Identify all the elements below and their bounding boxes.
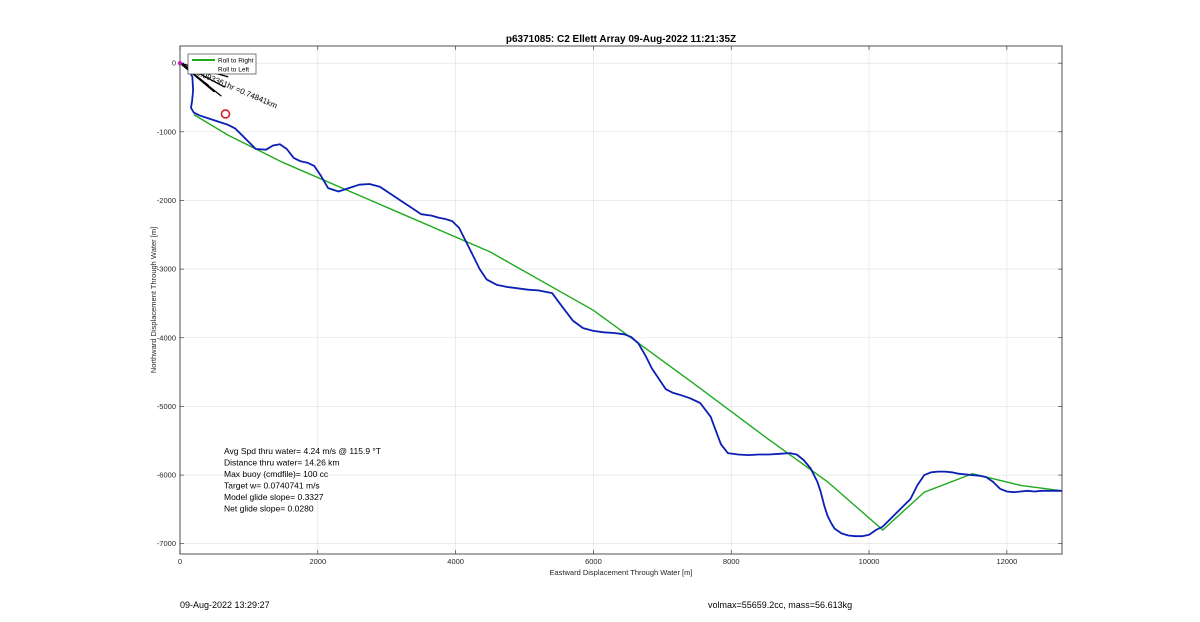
y-tick-label: -5000 — [157, 402, 176, 411]
stats-line: Net glide slope= 0.0280 — [224, 504, 314, 514]
x-tick-label: 4000 — [447, 557, 464, 566]
axis-ticks: 0 2000 4000 6000 8000 10000 12000 0 -1000 -2000 -3… — [157, 46, 1062, 566]
stats-line: Max buoy (cmdfile)= 100 cc — [224, 469, 329, 479]
legend-entry-roll-left: Roll to Left — [218, 67, 249, 74]
y-tick-label: -3000 — [157, 265, 176, 274]
y-tick-label: -4000 — [157, 333, 176, 342]
stats-block: Avg Spd thru water= 4.24 m/s @ 115.9 °T D… — [224, 446, 381, 514]
x-tick-label: 2000 — [309, 557, 326, 566]
y-tick-label: 0 — [172, 59, 176, 68]
footer-timestamp: 09-Aug-2022 13:29:27 — [180, 600, 270, 610]
x-axis-label: Eastward Displacement Through Water [m] — [550, 568, 693, 577]
y-tick-label: -1000 — [157, 127, 176, 136]
start-marker — [177, 60, 183, 66]
x-tick-label: 12000 — [996, 557, 1017, 566]
footer-volmax-mass: volmax=55659.2cc, mass=56.613kg — [708, 600, 853, 610]
stats-line: Distance thru water= 14.26 km — [224, 458, 340, 468]
x-tick-label: 10000 — [859, 557, 880, 566]
current-ray — [179, 62, 226, 88]
legend: Roll to Right Roll to Left — [187, 53, 257, 75]
y-tick-label: -2000 — [157, 196, 176, 205]
straight-segment-line — [193, 113, 1063, 531]
y-axis-label: Northward Displacement Through Water [m] — [149, 227, 158, 373]
x-tick-label: 6000 — [585, 557, 602, 566]
y-tick-label: -7000 — [157, 539, 176, 548]
plot-area — [179, 45, 1063, 555]
grid — [179, 46, 1062, 554]
glider-track-line — [179, 62, 1062, 538]
chart-title: p6371085: C2 Ellett Array 09-Aug-2022 11… — [506, 34, 736, 45]
stats-line: Target w= 0.0740741 m/s — [224, 481, 320, 491]
y-tick-label: -6000 — [157, 471, 176, 480]
current-ray — [179, 62, 210, 87]
x-tick-label: 8000 — [723, 557, 740, 566]
stats-line: Avg Spd thru water= 4.24 m/s @ 115.9 °T — [224, 446, 381, 456]
end-marker — [220, 109, 231, 119]
x-tick-label: 0 — [178, 557, 182, 566]
stats-line: Model glide slope= 0.3327 — [224, 492, 324, 502]
legend-entry-roll-right: Roll to Right — [218, 58, 254, 65]
